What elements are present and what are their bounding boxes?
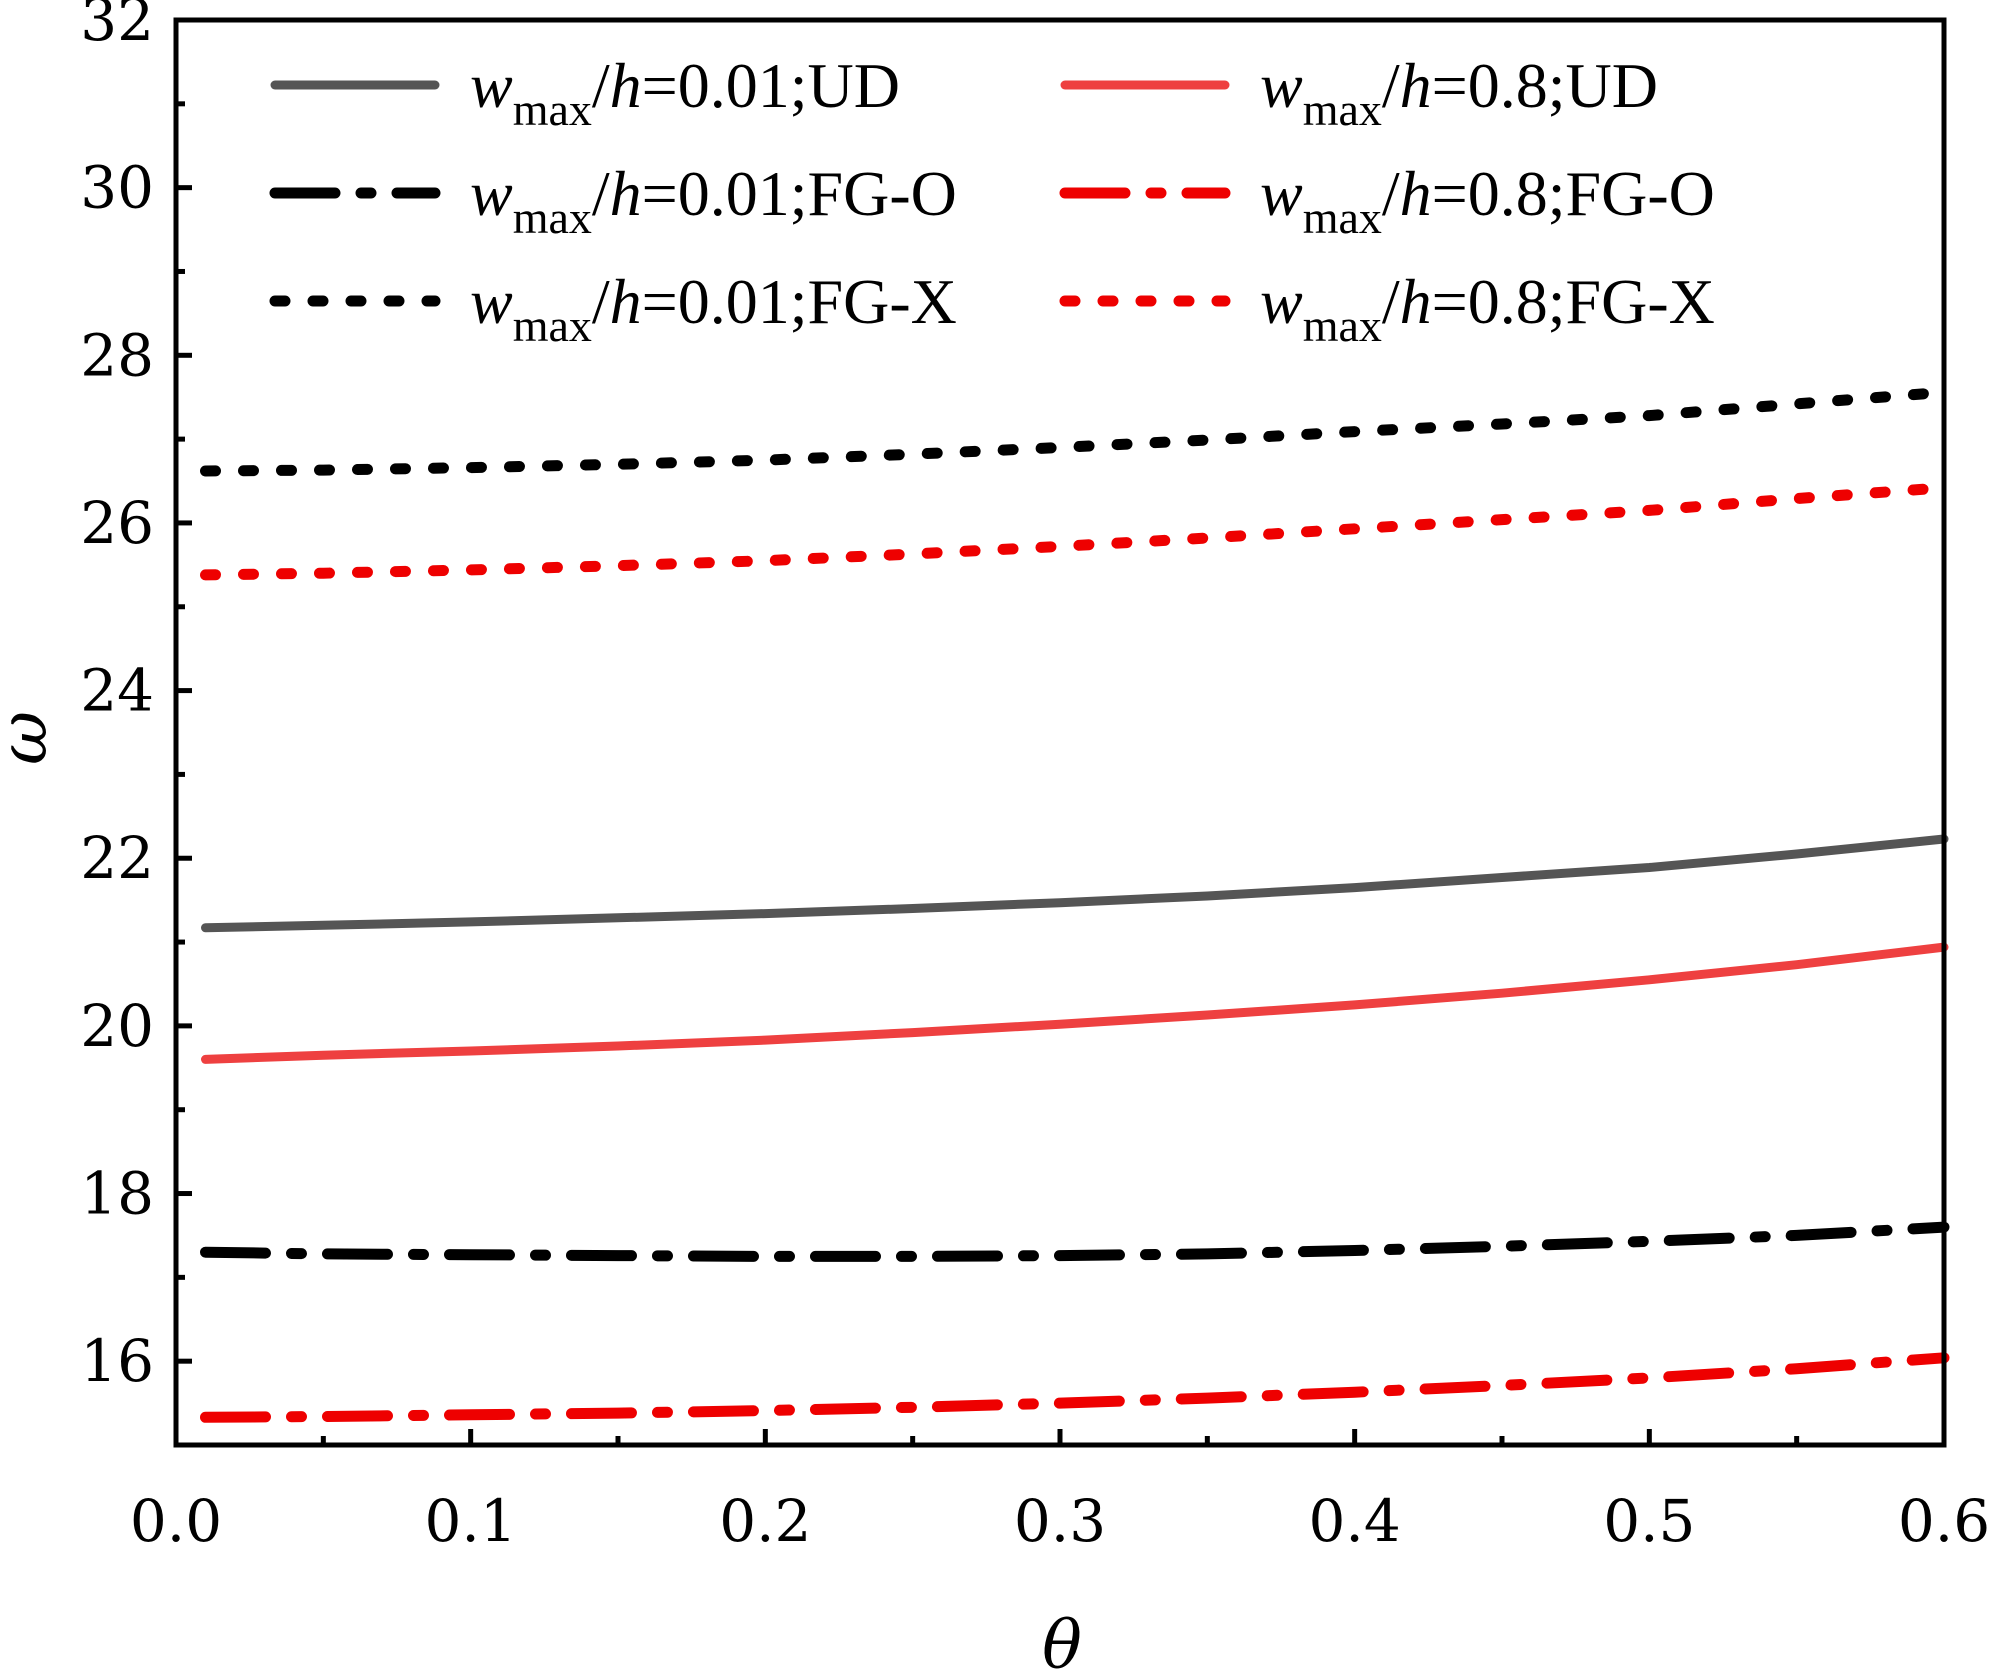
x-tick-label: 0.6 [1898, 1487, 1990, 1555]
legend-label-1: wmax/h=0.01;UD [470, 50, 900, 135]
y-axis-ticks: 16 18 20 22 24 26 28 30 32 [80, 0, 192, 1448]
legend-label-5: wmax/h=0.01;FG-X [470, 266, 957, 351]
x-axis-ticks: 0.0 0.1 0.2 0.3 0.4 0.5 0.6 [130, 1429, 1990, 1555]
y-tick-label: 28 [80, 321, 154, 389]
y-tick-label: 20 [80, 992, 154, 1060]
legend: wmax/h=0.01;UD wmax/h=0.01;FG-O wmax/h=0.0… [269, 50, 1715, 351]
x-tick-label: 0.3 [1014, 1487, 1106, 1555]
x-tick-label: 0.5 [1603, 1487, 1695, 1555]
y-tick-label: 22 [80, 824, 154, 892]
x-tick-label: 0.2 [719, 1487, 811, 1555]
series-line-4 [200, 1352, 1950, 1423]
series-line-6 [200, 482, 1950, 581]
y-tick-label: 18 [80, 1160, 154, 1228]
legend-label-4: wmax/h=0.8;FG-O [1260, 158, 1715, 243]
x-tick-label: 0.0 [130, 1487, 222, 1555]
plot-lines [200, 386, 1950, 1423]
legend-label-3: wmax/h=0.01;FG-O [470, 158, 957, 243]
legend-label-2: wmax/h=0.8;UD [1260, 50, 1658, 135]
legend-label-6: wmax/h=0.8;FG-X [1260, 266, 1715, 351]
y-tick-label: 30 [80, 154, 154, 222]
x-axis-title: θ [1042, 1607, 1082, 1679]
series-line-1 [201, 834, 1949, 933]
y-tick-label: 24 [80, 657, 154, 725]
y-tick-label: 16 [80, 1327, 154, 1395]
x-tick-label: 0.1 [425, 1487, 517, 1555]
y-axis-title: ω [0, 711, 62, 765]
y-tick-label: 32 [80, 0, 154, 54]
plot-area-frame [173, 17, 1947, 1448]
series-line-5 [200, 386, 1950, 477]
x-tick-label: 0.4 [1309, 1487, 1401, 1555]
y-tick-label: 26 [80, 489, 154, 557]
series-line-3 [200, 1221, 1950, 1262]
series-line-2 [201, 942, 1949, 1064]
